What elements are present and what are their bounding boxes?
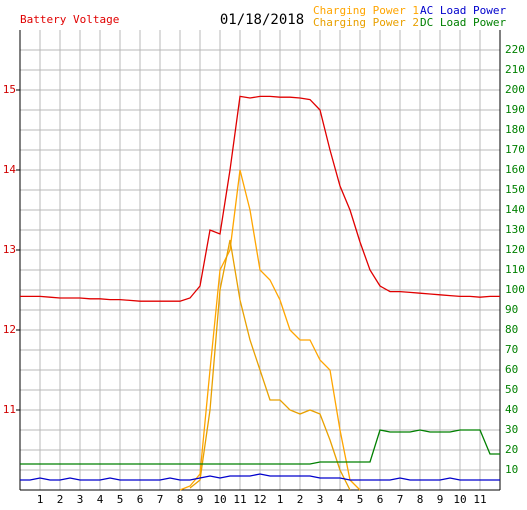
y-tick-label: 15 bbox=[3, 83, 16, 96]
y2-tick-label: 160 bbox=[505, 163, 525, 176]
x-tick-label: 2 bbox=[297, 493, 304, 506]
y2-tick-label: 30 bbox=[505, 423, 518, 436]
y2-tick-label: 130 bbox=[505, 223, 525, 236]
x-tick-label: 8 bbox=[417, 493, 424, 506]
y2-tick-label: 170 bbox=[505, 143, 525, 156]
y2-tick-label: 80 bbox=[505, 323, 518, 336]
x-tick-label: 7 bbox=[397, 493, 404, 506]
legend-charging-2: Charging Power 2 bbox=[313, 16, 419, 29]
y2-tick-label: 110 bbox=[505, 263, 525, 276]
y2-tick-label: 200 bbox=[505, 83, 525, 96]
x-tick-label: 3 bbox=[317, 493, 324, 506]
series-line bbox=[20, 429, 500, 465]
y2-tick-label: 60 bbox=[505, 363, 518, 376]
series-line bbox=[179, 169, 361, 491]
series-line bbox=[20, 473, 500, 481]
x-tick-label: 11 bbox=[473, 493, 486, 506]
series-line bbox=[20, 95, 500, 302]
x-tick-label: 7 bbox=[157, 493, 164, 506]
x-tick-label: 5 bbox=[357, 493, 364, 506]
x-tick-label: 4 bbox=[337, 493, 344, 506]
y2-tick-label: 20 bbox=[505, 443, 518, 456]
legend-charging-1: Charging Power 1 bbox=[313, 4, 419, 17]
x-tick-label: 12 bbox=[253, 493, 266, 506]
x-tick-label: 11 bbox=[233, 493, 246, 506]
y2-tick-label: 40 bbox=[505, 403, 518, 416]
chart-title: 01/18/2018 bbox=[220, 12, 304, 28]
x-tick-label: 1 bbox=[37, 493, 44, 506]
legend-battery: Battery Voltage bbox=[20, 13, 119, 26]
y2-tick-label: 180 bbox=[505, 123, 525, 136]
y-tick-label: 13 bbox=[3, 243, 16, 256]
x-tick-label: 9 bbox=[437, 493, 444, 506]
y2-tick-label: 140 bbox=[505, 203, 525, 216]
y-tick-label: 12 bbox=[3, 323, 16, 336]
x-tick-label: 1 bbox=[277, 493, 284, 506]
y-tick-label: 11 bbox=[3, 403, 16, 416]
x-tick-label: 9 bbox=[197, 493, 204, 506]
y2-tick-label: 50 bbox=[505, 383, 518, 396]
x-tick-label: 2 bbox=[57, 493, 64, 506]
x-tick-label: 5 bbox=[117, 493, 124, 506]
x-tick-label: 6 bbox=[137, 493, 144, 506]
series-line bbox=[189, 239, 351, 491]
y2-tick-label: 190 bbox=[505, 103, 525, 116]
y2-tick-label: 70 bbox=[505, 343, 518, 356]
x-tick-label: 6 bbox=[377, 493, 384, 506]
legend-ac: AC Load Power bbox=[420, 4, 506, 17]
y2-tick-label: 100 bbox=[505, 283, 525, 296]
y2-tick-label: 90 bbox=[505, 303, 518, 316]
x-tick-label: 3 bbox=[77, 493, 84, 506]
y-tick-label: 14 bbox=[3, 163, 17, 176]
x-tick-label: 10 bbox=[453, 493, 466, 506]
y2-tick-label: 10 bbox=[505, 463, 518, 476]
x-tick-label: 4 bbox=[97, 493, 104, 506]
y2-tick-label: 120 bbox=[505, 243, 525, 256]
legend-dc: DC Load Power bbox=[420, 16, 506, 29]
x-tick-label: 10 bbox=[213, 493, 226, 506]
x-tick-label: 8 bbox=[177, 493, 184, 506]
y2-tick-label: 150 bbox=[505, 183, 525, 196]
y2-tick-label: 210 bbox=[505, 63, 525, 76]
y2-tick-label: 220 bbox=[505, 43, 525, 56]
